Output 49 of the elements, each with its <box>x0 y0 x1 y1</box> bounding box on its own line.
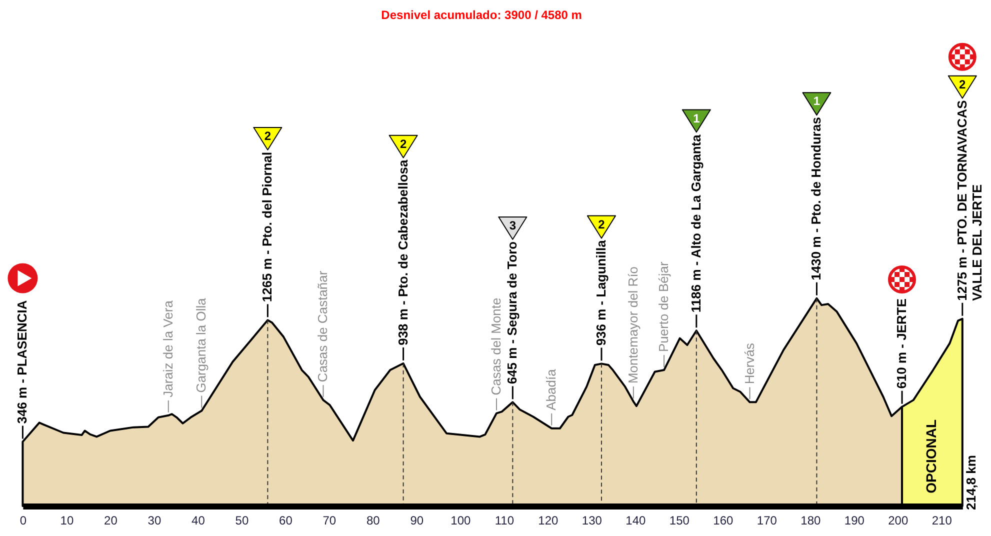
text: 2 <box>598 217 606 232</box>
x-tick-label: 0 <box>20 514 27 528</box>
annotation: Jaraiz de la Vera <box>160 300 176 398</box>
annotation: Casas de Castañar <box>315 270 330 382</box>
text: 3 <box>509 218 516 232</box>
x-tick-label: 170 <box>756 514 778 528</box>
annotation: Hervás <box>742 342 757 384</box>
x-tick-label: 90 <box>410 514 424 528</box>
annotation: Abadía <box>544 368 559 410</box>
data-label: 346 m - PLASENCIA <box>14 300 30 424</box>
annotation: Casas del Monte <box>488 298 504 396</box>
x-tick-label: 140 <box>626 514 646 528</box>
x-tick-label: 210 <box>932 514 952 528</box>
chart-title: Desnivel acumulado: 3900 / 4580 m <box>381 8 582 22</box>
x-tick-label: 120 <box>538 514 559 528</box>
text: 1 <box>693 111 700 126</box>
text: 2 <box>264 128 272 143</box>
x-tick-label: 100 <box>450 514 472 528</box>
text: 2 <box>959 77 966 92</box>
series-label: OPCIONAL <box>923 419 940 494</box>
data-label: 1186 m - Alto de La Garganta <box>688 134 704 313</box>
data-label: 610 m - JERTE <box>894 298 910 389</box>
data-label: 936 m - Lagunilla <box>593 239 608 346</box>
data-label: 1275 m - PTO. DE TORNAVACAS VALLE DEL JERTE <box>954 100 984 301</box>
x-tick-label: 50 <box>235 514 249 528</box>
text: 2 <box>400 136 407 151</box>
x-tick-label: 150 <box>669 514 690 528</box>
x-tick-label: 180 <box>800 514 821 528</box>
annotation: Montemayor del Río <box>625 266 640 384</box>
x-tick-label: 40 <box>192 514 206 528</box>
x-tick-label: 60 <box>279 514 293 528</box>
text: 1 <box>813 94 820 108</box>
x-tick-label: 160 <box>713 514 734 528</box>
data-label: 1265 m - Pto. del Piornal <box>260 152 275 302</box>
data-label: 645 m - Segura de Toro <box>504 241 520 384</box>
x-tick-label: 20 <box>104 514 118 528</box>
x-tick-label: 190 <box>844 514 865 528</box>
data-label: 1430 m - Pto. de Honduras <box>808 117 824 280</box>
x-tick-label: 30 <box>148 514 162 528</box>
x-tick-label: 70 <box>322 514 336 528</box>
x-tick-label: 130 <box>582 514 602 528</box>
x-tick-label: 10 <box>60 514 74 528</box>
x-tick-label: 110 <box>494 514 514 528</box>
x-tick-label: 80 <box>366 514 380 528</box>
text: 214,8 km <box>963 455 978 510</box>
x-tick-label: 200 <box>888 514 908 528</box>
annotation: Puerto de Béjar <box>656 261 672 352</box>
annotation: Garganta la Olla <box>194 297 209 393</box>
data-label: 938 m - Pto. de Cabezabellosa <box>395 158 410 346</box>
